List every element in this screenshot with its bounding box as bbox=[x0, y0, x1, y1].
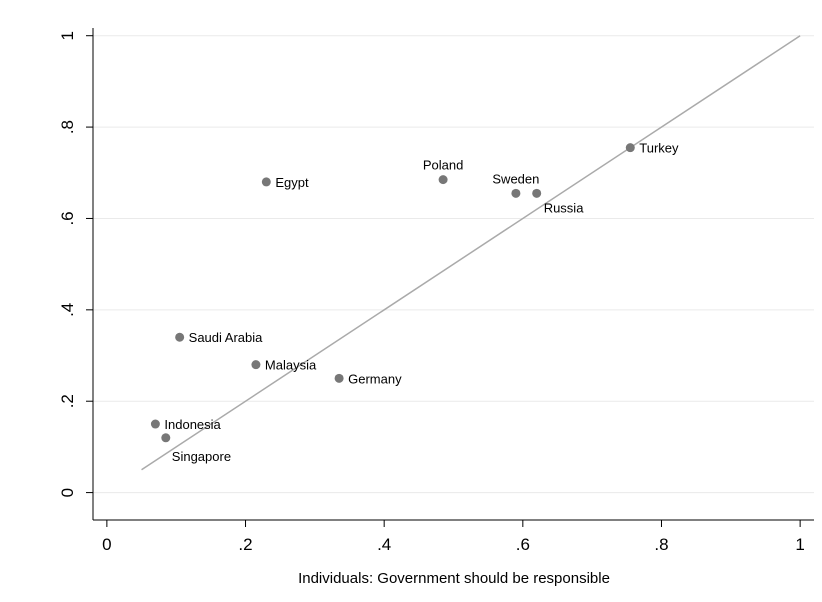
point-saudi-arabia bbox=[175, 332, 185, 342]
y-tick-label-1: .2 bbox=[58, 394, 77, 408]
gridlines bbox=[93, 35, 814, 494]
point-russia bbox=[532, 188, 542, 198]
x-tick-label-1: .2 bbox=[238, 535, 252, 554]
x-tick-label-3: .6 bbox=[516, 535, 530, 554]
fit-line-group bbox=[141, 35, 801, 471]
y-tick-label-3: .6 bbox=[58, 211, 77, 225]
axes: 0 .2 .4 .6 .8 1 0 .2 .4 .6 .8 1 bbox=[58, 28, 814, 554]
point-label-saudi-arabia: Saudi Arabia bbox=[189, 330, 263, 345]
point-singapore bbox=[161, 433, 171, 443]
point-label-sweden: Sweden bbox=[492, 171, 539, 186]
point-label-egypt: Egypt bbox=[275, 175, 309, 190]
point-indonesia bbox=[150, 419, 160, 429]
point-egypt bbox=[261, 177, 271, 187]
x-tick-label-4: .8 bbox=[654, 535, 668, 554]
point-label-malaysia: Malaysia bbox=[265, 358, 317, 373]
point-label-poland: Poland bbox=[423, 158, 463, 173]
point-turkey bbox=[625, 143, 635, 153]
point-label-turkey: Turkey bbox=[639, 141, 679, 156]
point-label-singapore: Singapore bbox=[172, 449, 231, 464]
point-germany bbox=[334, 373, 344, 383]
y-tick-label-2: .4 bbox=[58, 303, 77, 317]
point-label-germany: Germany bbox=[348, 371, 402, 386]
x-tick-label-5: 1 bbox=[795, 535, 804, 554]
y-tick-label-4: .8 bbox=[58, 120, 77, 134]
x-tick-label-0: 0 bbox=[102, 535, 111, 554]
point-label-russia: Russia bbox=[544, 200, 585, 215]
point-label-indonesia: Indonesia bbox=[164, 417, 221, 432]
point-malaysia bbox=[251, 360, 261, 370]
y-tick-label-5: 1 bbox=[58, 31, 77, 40]
data-points: Egypt Poland Sweden Russia Turkey Saudi Arabi… bbox=[150, 141, 679, 464]
y-tick-label-0: 0 bbox=[58, 488, 77, 497]
point-sweden bbox=[511, 188, 521, 198]
fit-line bbox=[141, 35, 801, 471]
point-poland bbox=[438, 175, 448, 185]
x-axis-label: Individuals: Government should be respon… bbox=[298, 570, 610, 587]
x-tick-label-2: .4 bbox=[377, 535, 391, 554]
